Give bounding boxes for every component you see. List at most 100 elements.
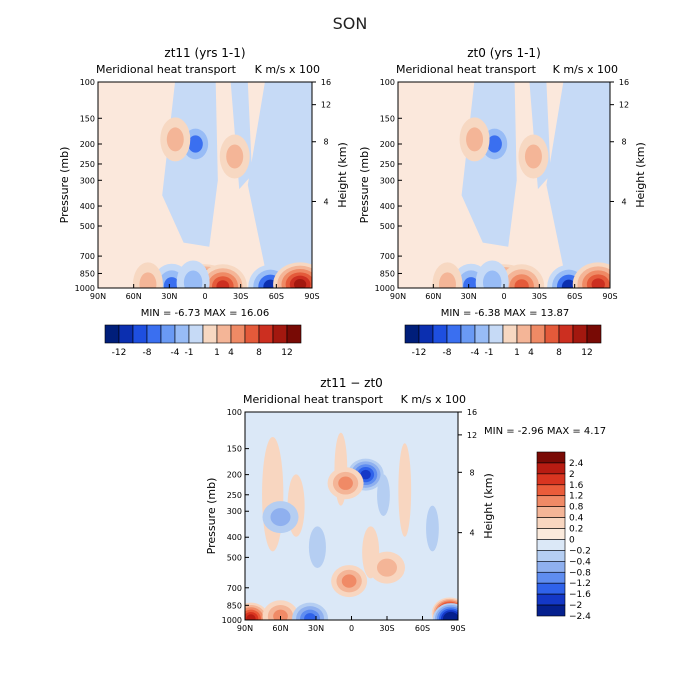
y-tick-label: 250 [80, 160, 95, 169]
x-tick-label: 0 [349, 624, 354, 633]
x-tick-label: 60S [415, 624, 430, 633]
colorbar-label: -8 [443, 348, 452, 358]
contour-patch [398, 443, 412, 537]
panel-subtitle: Meridional heat transport [396, 63, 537, 76]
right-tick-label: 8 [621, 138, 626, 147]
panel-title: zt0 (yrs 1-1) [467, 46, 541, 60]
contour-patch [262, 436, 284, 552]
colorbar-cell [146, 324, 162, 344]
colorbar-label: −0.2 [569, 546, 591, 556]
colorbar-cell [536, 550, 566, 562]
contour-level [270, 508, 291, 527]
y-tick-label: 1000 [375, 284, 395, 293]
colorbar-label: 8 [556, 348, 562, 358]
contour-level [360, 469, 371, 480]
y-tick-label: 150 [380, 114, 395, 123]
y-axis-right-title: Height (km) [482, 473, 495, 539]
colorbar-cell [536, 539, 566, 551]
panel-subtitle: Meridional heat transport [243, 393, 384, 406]
x-tick-label: 60S [269, 292, 284, 301]
panel-title: zt11 − zt0 [320, 376, 383, 390]
colorbar-cell [516, 324, 532, 344]
y-tick-label: 400 [80, 202, 95, 211]
y-tick-label: 200 [227, 471, 242, 480]
y-tick-label: 700 [380, 252, 395, 261]
colorbar-label: 8 [256, 348, 262, 358]
panel-zt0: 90N 60N 30N 0 30S 60S 90S 100 150 200 250 300 400 500… [358, 46, 647, 358]
colorbar-label: 12 [281, 348, 292, 358]
colorbar-cell [230, 324, 246, 344]
colorbar-label: -12 [112, 348, 127, 358]
x-tick-label: 30N [461, 292, 477, 301]
y-tick-label: 100 [227, 408, 242, 417]
right-tick-label: 4 [621, 197, 626, 206]
right-tick-label: 12 [467, 431, 477, 440]
colorbar-label: 0.4 [569, 514, 584, 524]
colorbar-label: 2 [569, 470, 575, 480]
x-tick-label: 90S [304, 292, 319, 301]
negative-region [546, 82, 610, 288]
y-tick-label: 300 [80, 176, 95, 185]
y-tick-label: 400 [380, 202, 395, 211]
panel-subtitle: Meridional heat transport [96, 63, 237, 76]
x-tick-label: 60S [567, 292, 582, 301]
x-tick-label: 30N [308, 624, 324, 633]
y-axis-title: Pressure (mb) [58, 147, 71, 224]
panel-units: K m/s x 100 [255, 63, 320, 76]
colorbar-label: -4 [171, 348, 180, 358]
colorbar-label: 0.8 [569, 503, 584, 513]
colorbar-cell [536, 495, 566, 507]
colorbar-cell [544, 324, 560, 344]
right-tick-label: 16 [619, 78, 629, 87]
y-tick-label: 150 [227, 445, 242, 454]
y-tick-label: 500 [227, 553, 242, 562]
y-tick-label: 100 [80, 78, 95, 87]
colorbar-label: 1 [514, 348, 520, 358]
colorbar-cell [174, 324, 190, 344]
y-axis-right-title: Height (km) [336, 142, 349, 208]
colorbar-label: 4 [228, 348, 234, 358]
stats-text: MIN = -6.73 MAX = 16.06 [141, 308, 270, 319]
colorbar-cell [572, 324, 588, 344]
contour-level [139, 272, 157, 288]
colorbar-cell [530, 324, 546, 344]
colorbar-label: -1 [185, 348, 194, 358]
contour-patch [377, 474, 390, 516]
colorbar-label: 0 [569, 535, 575, 545]
contour-level [482, 270, 502, 288]
y-tick-label: 500 [380, 222, 395, 231]
stats-text: MIN = -6.38 MAX = 13.87 [441, 308, 570, 319]
contour-level [226, 144, 244, 169]
contour-level [438, 272, 456, 288]
y-tick-label: 300 [380, 176, 395, 185]
colorbar-label: -4 [471, 348, 480, 358]
x-tick-label: 90S [602, 292, 617, 301]
right-tick-label: 8 [323, 138, 328, 147]
colorbar-cell [586, 324, 602, 344]
colorbar-cell [460, 324, 476, 344]
colorbar-cell [216, 324, 232, 344]
contour-level [514, 279, 529, 288]
colorbar-label: −1.2 [569, 579, 591, 589]
contour-level [273, 609, 288, 620]
y-tick-label: 850 [380, 269, 395, 278]
contour-field [132, 82, 312, 288]
colorbar-label: -12 [412, 348, 427, 358]
colorbar-cell [474, 324, 490, 344]
contour-level [446, 615, 455, 620]
y-tick-label: 150 [80, 114, 95, 123]
y-tick-label: 400 [227, 533, 242, 542]
colorbar-label: −0.4 [569, 557, 591, 567]
colorbar-cell [160, 324, 176, 344]
colorbar-cell [202, 324, 218, 344]
colorbar-cell [418, 324, 434, 344]
colorbar-cell [118, 324, 134, 344]
panel-units: K m/s x 100 [553, 63, 618, 76]
colorbar-cell [404, 324, 420, 344]
x-tick-label: 0 [501, 292, 506, 301]
contour-level [166, 127, 184, 152]
contour-level [591, 278, 605, 288]
x-tick-label: 60N [272, 624, 288, 633]
y-tick-label: 250 [380, 160, 395, 169]
contour-level [183, 270, 203, 288]
